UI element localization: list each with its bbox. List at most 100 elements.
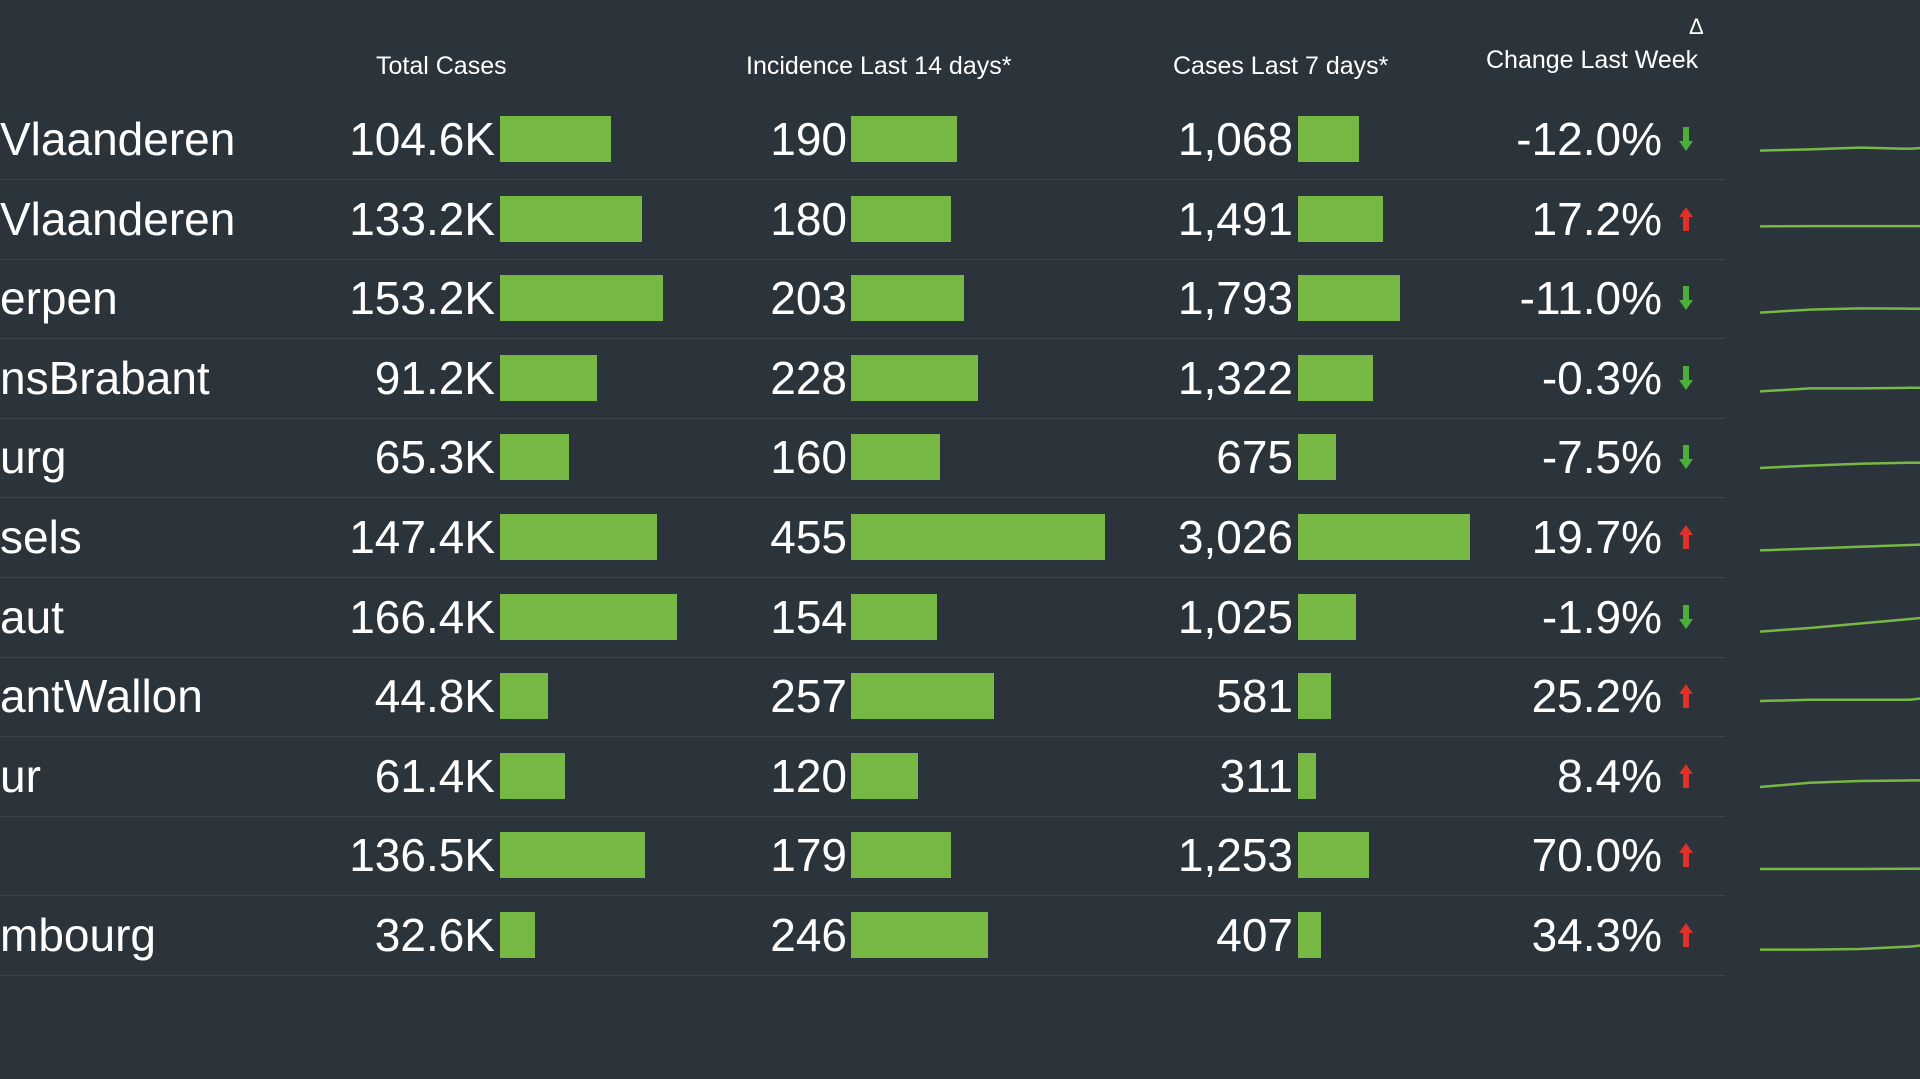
incidence-value: 190 [770, 113, 847, 165]
region-name: urg [0, 431, 67, 484]
table-row: antWallon 44.8K 257 581 25.2% [0, 656, 1920, 738]
trend-sparkline [1759, 697, 1920, 703]
total-cases-value: 91.2K [374, 351, 495, 404]
incidence-bar [851, 116, 957, 162]
total-cases-value: 133.2K [349, 192, 495, 245]
total-cases-bar [500, 354, 597, 401]
incidence-bar [851, 912, 988, 958]
header-cases-7: Cases Last 7 days* [1173, 52, 1389, 80]
total-cases-value: 153.2K [349, 272, 495, 325]
region-name: erpen [0, 272, 118, 325]
arrow-up-icon [1679, 684, 1693, 709]
trend-sparkline [1759, 386, 1920, 393]
table-row: 136.5K 179 1,253 70.0% [0, 815, 1920, 897]
total-cases-value: 65.3K [374, 431, 495, 484]
cases-7-value: 3,026 [1177, 511, 1293, 563]
total-cases-value: 166.4K [349, 590, 495, 643]
table-row: Vlaanderen 104.6K 190 1,068 -12.0% [0, 99, 1920, 180]
trend-sparkline [1759, 778, 1920, 789]
cases-7-bar [1298, 832, 1369, 879]
arrow-up-icon [1679, 843, 1693, 868]
header-change: Change Last Week [1486, 46, 1699, 74]
cases-7-bar [1298, 354, 1373, 401]
header-incidence: Incidence Last 14 days* [746, 52, 1012, 80]
incidence-bar [851, 434, 940, 481]
trend-sparkline [1760, 944, 1920, 951]
region-name [0, 815, 330, 895]
incidence-value: 180 [770, 192, 847, 245]
cases-7-bar [1298, 116, 1359, 162]
region-name: nsBrabant [0, 351, 210, 404]
cases-7-bar [1298, 912, 1321, 958]
change-value: 25.2% [1531, 670, 1662, 723]
region-name: antWallon [0, 670, 203, 723]
table-row: nsBrabant 91.2K 228 1,322 -0.3% [0, 338, 1920, 419]
change-value: 8.4% [1557, 749, 1662, 802]
cases-7-value: 1,793 [1177, 272, 1293, 325]
region-name: aut [0, 590, 64, 643]
incidence-value: 228 [770, 351, 847, 404]
incidence-value: 455 [770, 511, 847, 563]
incidence-value: 257 [770, 670, 847, 723]
trend-sparkline [1759, 307, 1920, 315]
cases-7-value: 675 [1216, 431, 1293, 484]
total-cases-value: 32.6K [374, 909, 495, 961]
table-row: urg 65.3K 160 675 -7.5% [0, 417, 1920, 499]
arrow-up-icon [1679, 525, 1693, 549]
trend-sparkline [1760, 867, 1920, 871]
cases-7-bar [1298, 434, 1336, 481]
incidence-bar [851, 593, 937, 640]
region-name: Vlaanderen [0, 192, 236, 245]
table-row: sels 147.4K 455 3,026 19.7% [0, 497, 1920, 578]
arrow-up-icon [1679, 763, 1693, 788]
cases-7-value: 311 [1219, 749, 1293, 802]
change-value: -1.9% [1541, 590, 1662, 643]
incidence-value: 246 [770, 909, 847, 961]
change-value: 34.3% [1531, 909, 1662, 961]
trend-sparkline [1759, 224, 1920, 228]
total-cases-value: 147.4K [349, 511, 495, 563]
cases-7-bar [1298, 195, 1383, 242]
trend-sparkline [1759, 146, 1920, 152]
total-cases-bar [500, 434, 569, 481]
header-delta: Δ [1689, 14, 1704, 39]
total-cases-bar [500, 116, 611, 162]
total-cases-bar [500, 673, 548, 720]
incidence-value: 160 [770, 431, 847, 484]
arrow-down-icon [1679, 445, 1693, 470]
cases-7-bar [1298, 275, 1400, 322]
incidence-value: 120 [770, 749, 847, 802]
arrow-down-icon [1679, 127, 1693, 151]
cases-7-bar [1298, 673, 1331, 720]
region-name: ur [0, 749, 41, 802]
change-value: -12.0% [1516, 113, 1662, 165]
cases-7-value: 1,025 [1177, 590, 1293, 643]
total-cases-bar [500, 912, 535, 958]
change-value: 17.2% [1531, 192, 1662, 245]
cases-7-value: 1,491 [1177, 192, 1293, 245]
table-row: ur 61.4K 120 311 8.4% [0, 736, 1920, 817]
trend-sparkline [1759, 616, 1920, 633]
arrow-down-icon [1679, 365, 1693, 390]
table-row: aut 166.4K 154 1,025 -1.9% [0, 577, 1920, 658]
change-value: 70.0% [1531, 829, 1662, 882]
cases-7-value: 1,068 [1177, 113, 1293, 165]
total-cases-bar [500, 514, 657, 560]
table-row: Vlaanderen 133.2K 180 1,491 17.2% [0, 179, 1920, 260]
cases-7-value: 1,253 [1177, 829, 1293, 882]
total-cases-bar [500, 593, 677, 640]
arrow-up-icon [1679, 923, 1693, 947]
change-value: -7.5% [1541, 431, 1662, 484]
incidence-bar [851, 275, 964, 322]
total-cases-bar [500, 832, 645, 879]
trend-sparkline [1759, 461, 1920, 470]
incidence-bar [851, 354, 978, 401]
total-cases-value: 104.6K [349, 113, 495, 165]
total-cases-value: 44.8K [374, 670, 495, 723]
arrow-up-icon [1679, 206, 1693, 231]
incidence-bar [851, 195, 951, 242]
cases-7-bar [1298, 752, 1316, 799]
region-name: Vlaanderen [0, 113, 236, 165]
change-value: 19.7% [1531, 511, 1662, 563]
